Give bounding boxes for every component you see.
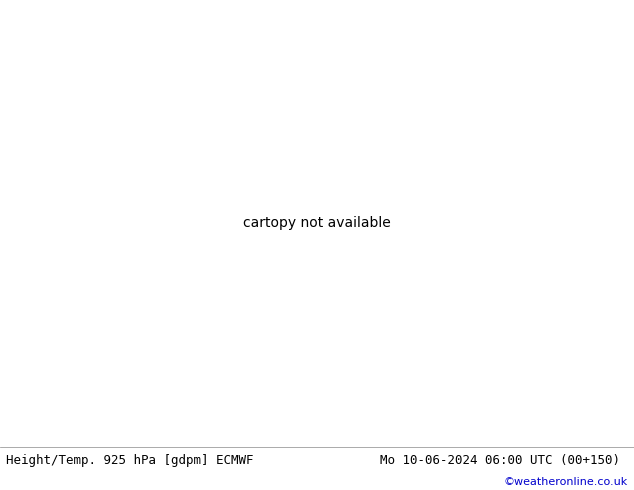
Text: cartopy not available: cartopy not available <box>243 216 391 230</box>
Text: Height/Temp. 925 hPa [gdpm] ECMWF: Height/Temp. 925 hPa [gdpm] ECMWF <box>6 454 254 466</box>
Text: Mo 10-06-2024 06:00 UTC (00+150): Mo 10-06-2024 06:00 UTC (00+150) <box>380 454 621 466</box>
Text: ©weatheronline.co.uk: ©weatheronline.co.uk <box>503 477 628 487</box>
